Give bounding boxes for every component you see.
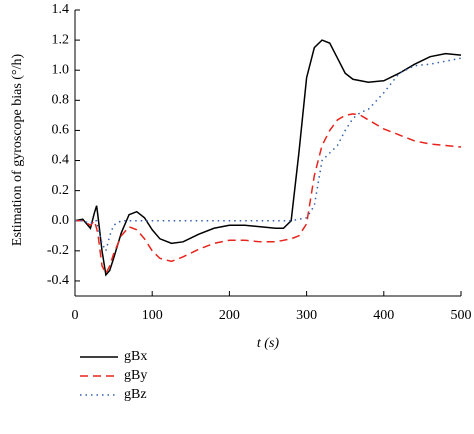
y-tick-label: 0.6: [52, 123, 70, 138]
y-tick-label: 0.8: [52, 93, 70, 108]
y-tick-label: 0.0: [52, 213, 70, 228]
x-axis-label: t (s): [257, 336, 280, 351]
x-tick-label: 400: [373, 308, 394, 323]
legend-label: gBy: [124, 368, 147, 383]
y-tick-label: -0.2: [47, 243, 69, 258]
legend-label: gBz: [124, 387, 147, 402]
x-tick-label: 500: [451, 308, 472, 323]
y-tick-label: 1.2: [52, 32, 70, 47]
y-tick-label: 1.4: [52, 2, 70, 17]
legend-label: gBx: [124, 349, 147, 364]
series-line: [75, 113, 462, 276]
y-axis-label: Estimation of gyroscope bias (°/h): [10, 54, 25, 247]
series-line: [75, 57, 462, 253]
x-tick-label: 100: [142, 308, 163, 323]
series-line: [74, 39, 462, 277]
y-tick-label: -0.4: [47, 273, 69, 288]
y-tick-label: 1.0: [52, 62, 70, 77]
y-tick-label: 0.2: [52, 183, 70, 198]
x-tick-label: 0: [72, 308, 79, 323]
x-tick-label: 300: [296, 308, 317, 323]
y-tick-label: 0.4: [52, 153, 70, 168]
x-tick-label: 200: [219, 308, 240, 323]
